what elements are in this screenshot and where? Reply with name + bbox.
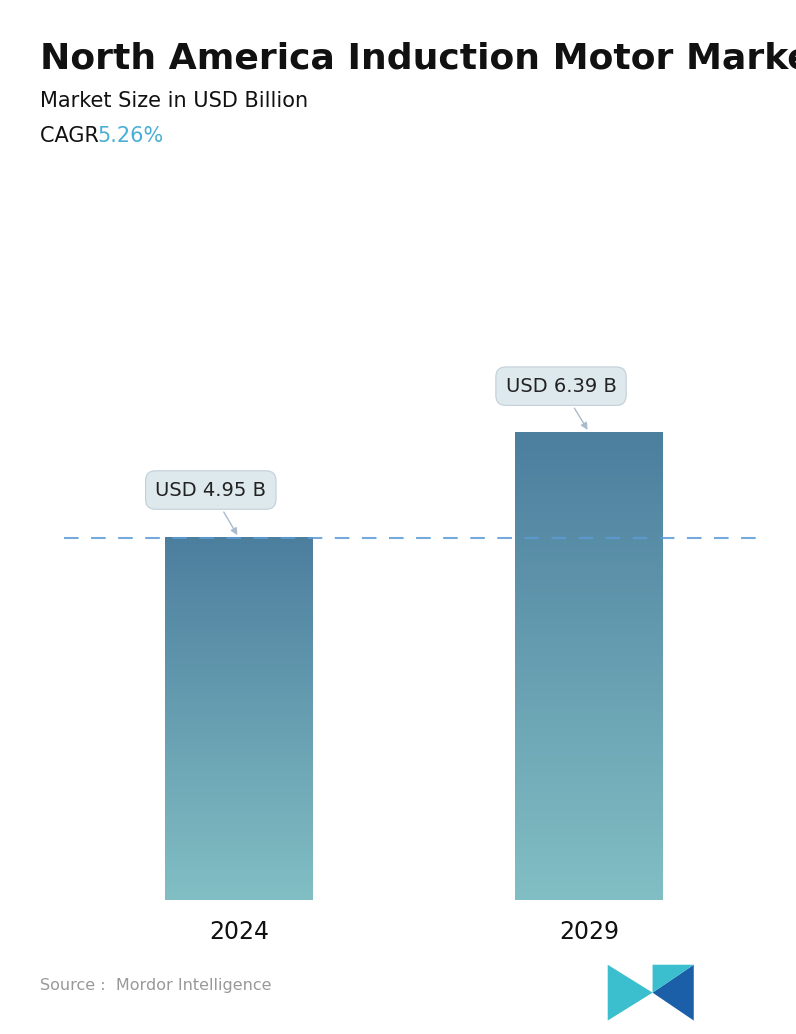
Text: 2029: 2029	[559, 920, 619, 944]
Text: 2024: 2024	[209, 920, 269, 944]
Text: USD 6.39 B: USD 6.39 B	[505, 376, 616, 428]
Polygon shape	[653, 965, 694, 993]
Text: Source :  Mordor Intelligence: Source : Mordor Intelligence	[40, 977, 271, 993]
Polygon shape	[607, 965, 653, 1021]
Text: 5.26%: 5.26%	[97, 126, 163, 146]
Text: North America Induction Motor Market: North America Induction Motor Market	[40, 41, 796, 75]
Text: CAGR: CAGR	[40, 126, 105, 146]
Polygon shape	[653, 965, 694, 1021]
Text: Market Size in USD Billion: Market Size in USD Billion	[40, 91, 308, 111]
Text: USD 4.95 B: USD 4.95 B	[155, 481, 267, 534]
